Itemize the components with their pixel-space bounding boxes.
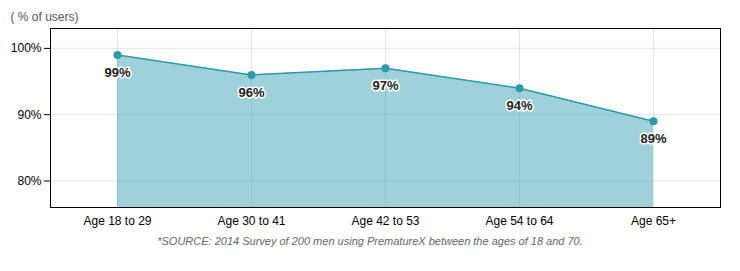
svg-text:90%: 90% (17, 108, 41, 122)
html-text:*SOURCE: 2014 Survey of 200 me: *SOURCE: 2014 Survey of 200 men using Pr… (157, 235, 583, 247)
svg-text:80%: 80% (17, 174, 41, 188)
svg-text:100%: 100% (11, 41, 42, 55)
svg-text:Age 42 to 53: Age 42 to 53 (351, 214, 419, 228)
svg-text:99%: 99% (104, 65, 130, 80)
svg-text:Age 30 to 41: Age 30 to 41 (217, 214, 285, 228)
svg-text:89%: 89% (640, 131, 666, 146)
svg-text:Age 54 to 64: Age 54 to 64 (485, 214, 553, 228)
svg-text:Age 65+: Age 65+ (631, 214, 676, 228)
svg-text:97%: 97% (372, 78, 398, 93)
svg-text:( ​% of users): ( ​% of users) (11, 10, 79, 24)
svg-text:94%: 94% (506, 98, 532, 113)
svg-text:96%: 96% (238, 85, 264, 100)
svg-text:Age 18 to 29: Age 18 to 29 (83, 214, 151, 228)
